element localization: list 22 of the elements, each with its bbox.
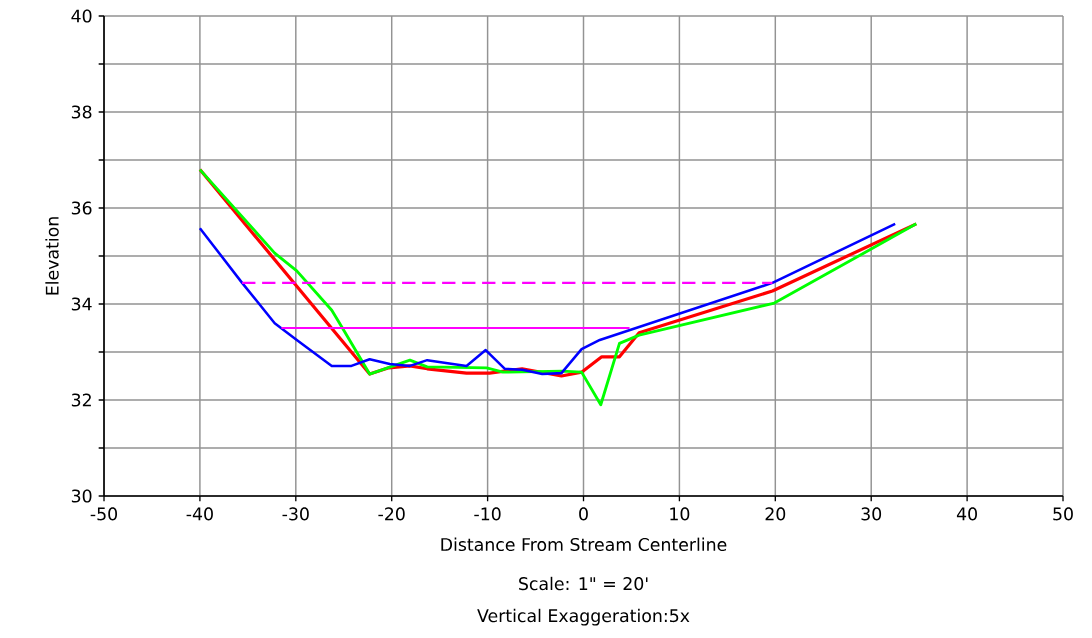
x-tick-label: -20	[378, 507, 405, 521]
x-tick-label: -10	[474, 507, 501, 521]
y-tick-label: 34	[71, 297, 92, 311]
x-axis-title: Distance From Stream Centerline	[441, 537, 727, 552]
x-tick-label: 30	[861, 507, 882, 521]
text: Vertical Exaggeration:5x	[477, 608, 690, 626]
x-tick-label: -30	[282, 507, 309, 521]
line-series	[198, 222, 897, 376]
x-tick-label: -40	[186, 507, 213, 521]
x-tick-label: -50	[90, 507, 118, 521]
y-axis-title: Elevation	[45, 217, 59, 295]
x-tick-label: 20	[765, 507, 786, 521]
y-tick-label: 30	[71, 489, 92, 503]
x-tick-label: 0	[579, 507, 588, 521]
y-tick-label: 32	[71, 393, 91, 407]
x-tick-label: 50	[1053, 507, 1073, 521]
x-tick-label: 10	[670, 507, 690, 521]
y-tick-label: 40	[71, 9, 92, 23]
x-tick-label: 40	[956, 507, 977, 521]
y-tick-label: 38	[71, 105, 92, 119]
y-tick-label: 36	[71, 201, 92, 215]
text: Scale: 1" = 20'	[519, 576, 648, 591]
